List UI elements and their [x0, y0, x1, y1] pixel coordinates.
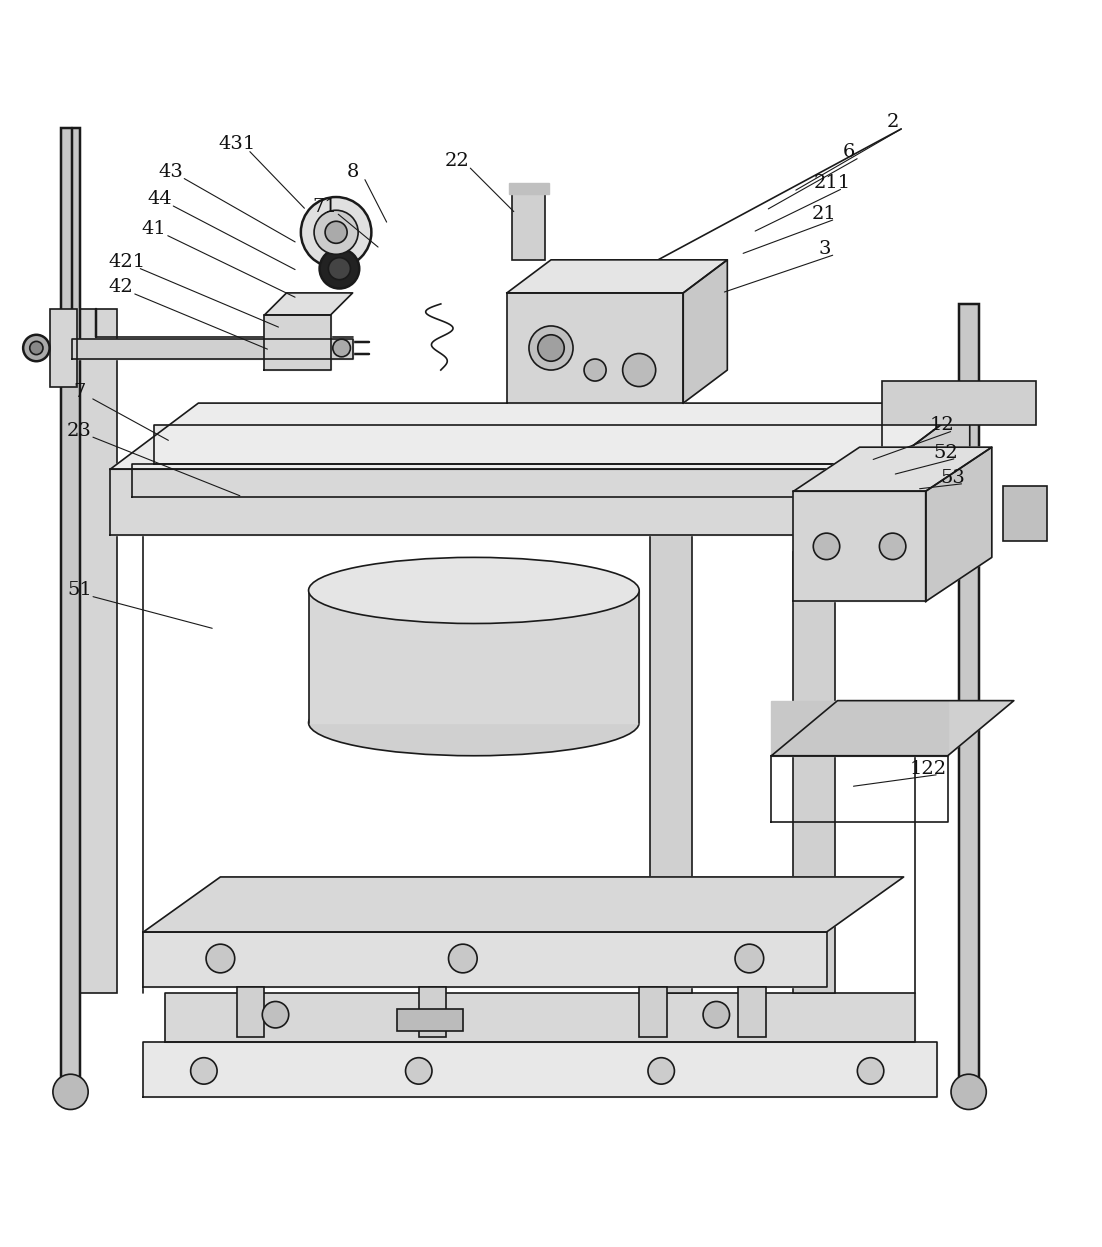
- Text: 431: 431: [218, 135, 256, 153]
- Circle shape: [53, 1074, 88, 1110]
- Bar: [397, 1009, 463, 1031]
- Circle shape: [206, 944, 235, 973]
- Polygon shape: [143, 877, 904, 932]
- Polygon shape: [882, 403, 970, 535]
- Text: 6: 6: [842, 143, 855, 161]
- Bar: [50, 309, 77, 387]
- Text: 21: 21: [812, 205, 836, 222]
- Polygon shape: [110, 469, 882, 535]
- Polygon shape: [793, 448, 992, 491]
- Text: 2: 2: [886, 113, 899, 131]
- Polygon shape: [110, 403, 970, 469]
- Polygon shape: [132, 464, 904, 496]
- Polygon shape: [507, 293, 683, 403]
- Ellipse shape: [309, 557, 639, 624]
- Circle shape: [857, 1057, 884, 1084]
- Text: 51: 51: [67, 581, 91, 600]
- Text: 43: 43: [159, 162, 183, 181]
- Polygon shape: [165, 993, 915, 1042]
- Circle shape: [328, 258, 350, 279]
- Circle shape: [23, 334, 50, 362]
- Bar: [1003, 486, 1047, 541]
- Circle shape: [703, 1001, 730, 1028]
- Bar: [639, 988, 667, 1036]
- Circle shape: [813, 534, 840, 560]
- Bar: [959, 304, 979, 1097]
- Polygon shape: [683, 259, 727, 403]
- Circle shape: [538, 334, 564, 362]
- Text: 71: 71: [313, 198, 337, 216]
- Circle shape: [951, 1074, 986, 1110]
- Polygon shape: [72, 339, 353, 359]
- Ellipse shape: [309, 690, 639, 756]
- Circle shape: [449, 944, 477, 973]
- Text: 122: 122: [909, 759, 947, 778]
- Polygon shape: [926, 448, 992, 601]
- Circle shape: [735, 944, 764, 973]
- Text: 8: 8: [346, 162, 359, 181]
- Circle shape: [623, 353, 656, 387]
- Bar: [419, 988, 446, 1036]
- Polygon shape: [143, 1042, 937, 1097]
- Polygon shape: [509, 183, 549, 193]
- Text: 52: 52: [933, 444, 958, 461]
- Bar: [650, 496, 692, 993]
- Circle shape: [529, 325, 573, 370]
- Polygon shape: [771, 701, 948, 756]
- Polygon shape: [771, 701, 1014, 756]
- Bar: [738, 988, 766, 1036]
- Circle shape: [30, 342, 43, 354]
- Polygon shape: [264, 315, 331, 370]
- Polygon shape: [264, 293, 353, 315]
- Circle shape: [191, 1057, 217, 1084]
- Circle shape: [325, 221, 347, 243]
- Polygon shape: [507, 259, 727, 293]
- Polygon shape: [309, 590, 639, 723]
- Text: 421: 421: [108, 253, 145, 271]
- Bar: [75, 309, 117, 993]
- Text: 12: 12: [930, 416, 954, 434]
- Circle shape: [879, 534, 906, 560]
- Bar: [61, 127, 80, 1097]
- Bar: [237, 988, 264, 1036]
- Circle shape: [406, 1057, 432, 1084]
- Bar: [793, 552, 835, 993]
- Text: 41: 41: [142, 219, 166, 238]
- Text: 22: 22: [445, 152, 469, 170]
- Circle shape: [333, 339, 350, 357]
- Text: 53: 53: [941, 469, 965, 488]
- Circle shape: [301, 197, 371, 268]
- Bar: [882, 382, 1036, 425]
- Polygon shape: [154, 425, 882, 464]
- Circle shape: [320, 249, 359, 288]
- Circle shape: [648, 1057, 674, 1084]
- Text: 23: 23: [67, 421, 91, 440]
- Text: 3: 3: [818, 239, 831, 258]
- Circle shape: [314, 211, 358, 254]
- Polygon shape: [793, 491, 926, 601]
- Text: 44: 44: [148, 191, 172, 208]
- Text: 7: 7: [73, 383, 86, 402]
- Text: 211: 211: [813, 173, 851, 192]
- Text: 42: 42: [109, 278, 133, 297]
- Bar: [512, 193, 545, 259]
- Circle shape: [584, 359, 606, 382]
- Polygon shape: [143, 932, 826, 988]
- Circle shape: [262, 1001, 289, 1028]
